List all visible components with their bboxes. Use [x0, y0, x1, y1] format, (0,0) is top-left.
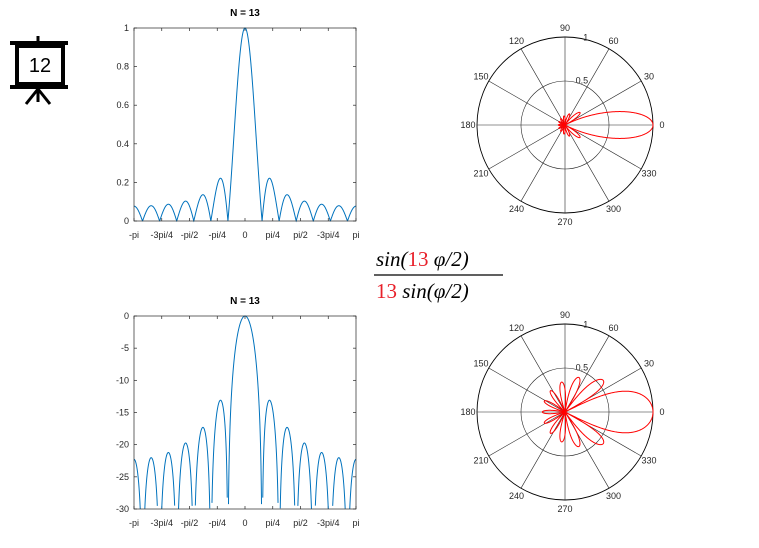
polar-angle-label: 90 — [560, 23, 570, 33]
x-tick-label: pi/2 — [293, 518, 308, 528]
chart-title: N = 13 — [230, 296, 260, 307]
x-tick-label: 0 — [242, 230, 247, 240]
polar-r-label: 1 — [583, 32, 588, 42]
polar-r-label: 0.5 — [576, 363, 589, 373]
formula-numerator: sin(13 φ/2) — [376, 247, 469, 271]
plot-frame — [133, 27, 357, 222]
x-tick-label: pi — [352, 230, 359, 240]
polar-angle-label: 270 — [557, 217, 572, 227]
x-tick-label: pi/4 — [265, 230, 280, 240]
plot-frame — [133, 315, 357, 510]
polar-angle-label: 330 — [641, 456, 656, 466]
y-tick-label: 0 — [124, 216, 129, 226]
polar-angle-label: 60 — [608, 36, 618, 46]
polar-angle-label: 150 — [473, 359, 488, 369]
array-factor-db-line — [133, 315, 357, 509]
x-tick-label: -pi — [129, 518, 139, 528]
polar-angle-label: 210 — [473, 456, 488, 466]
polar-angle-label: 180 — [460, 407, 475, 417]
polar-angle-label: 30 — [644, 72, 654, 82]
array-factor-formula: sin(13 φ/2) 13 sin(φ/2) — [374, 247, 503, 303]
polar-angle-label: 300 — [606, 204, 621, 214]
polar-angle-label: 300 — [606, 491, 621, 501]
polar-angle-label: 60 — [608, 323, 618, 333]
polar-array-factor-db-line — [541, 376, 654, 448]
y-tick-label: 0 — [124, 311, 129, 321]
formula-numerator-n: 13 — [408, 247, 429, 271]
x-tick-label: -3pi/4 — [317, 518, 340, 528]
x-tick-label: -pi/2 — [181, 230, 199, 240]
polar-array-factor-line — [557, 111, 654, 139]
chart-linear-array-factor: N = 13 0 0.2 0.4 0.6 0.8 1 -pi -3pi/4 -pi/2 -pi/4… — [116, 8, 359, 240]
y-tick-label: -10 — [116, 375, 129, 385]
x-tick-label: -pi/4 — [208, 518, 226, 528]
y-tick-label: -5 — [121, 343, 129, 353]
x-tick-label: -pi/2 — [181, 518, 199, 528]
x-tick-label: -3pi/4 — [150, 230, 173, 240]
polar-r-label: 0.5 — [576, 76, 589, 86]
slide-number-badge: 12 — [10, 36, 68, 105]
polar-angle-label: 0 — [659, 120, 664, 130]
x-tick-label: 0 — [242, 518, 247, 528]
chart-title: N = 13 — [230, 8, 260, 19]
polar-angle-label: 120 — [509, 323, 524, 333]
y-tick-label: -15 — [116, 408, 129, 418]
polar-angle-label: 0 — [659, 407, 664, 417]
x-tick-label: -3pi/4 — [150, 518, 173, 528]
x-tick-label: pi/4 — [265, 518, 280, 528]
x-tick-label: pi — [352, 518, 359, 528]
x-tick-label: -pi/4 — [208, 230, 226, 240]
polar-angle-label: 120 — [509, 36, 524, 46]
y-tick-label: 1 — [124, 23, 129, 33]
polar-angle-label: 30 — [644, 359, 654, 369]
y-tick-label: -30 — [116, 504, 129, 514]
x-tick-label: -pi — [129, 230, 139, 240]
x-tick-label: pi/2 — [293, 230, 308, 240]
y-tick-label: -25 — [116, 472, 129, 482]
y-tick-label: 0.8 — [116, 62, 129, 72]
polar-angle-label: 270 — [557, 504, 572, 514]
polar-angle-label: 90 — [560, 310, 570, 320]
presentation-easel-icon — [10, 36, 68, 105]
polar-r-label: 1 — [583, 319, 588, 329]
formula-denominator: 13 sin(φ/2) — [376, 279, 469, 303]
array-factor-line — [133, 27, 357, 223]
polar-angle-label: 150 — [473, 72, 488, 82]
x-tick-label: -3pi/4 — [317, 230, 340, 240]
polar-angle-label: 180 — [460, 120, 475, 130]
y-tick-label: 0.6 — [116, 100, 129, 110]
polar-angle-label: 240 — [509, 491, 524, 501]
polar-angle-label: 240 — [509, 204, 524, 214]
chart-db-array-factor: N = 13 -30-25-20-15-10-50-pi -3pi/4 -pi/2-… — [116, 296, 360, 528]
y-tick-label: 0.4 — [116, 139, 129, 149]
polar-angle-label: 330 — [641, 169, 656, 179]
formula-denominator-n: 13 — [376, 279, 397, 303]
y-tick-label: 0.2 — [116, 177, 129, 187]
polar-angle-label: 210 — [473, 169, 488, 179]
slide-number: 12 — [29, 55, 51, 77]
y-tick-label: -20 — [116, 440, 129, 450]
